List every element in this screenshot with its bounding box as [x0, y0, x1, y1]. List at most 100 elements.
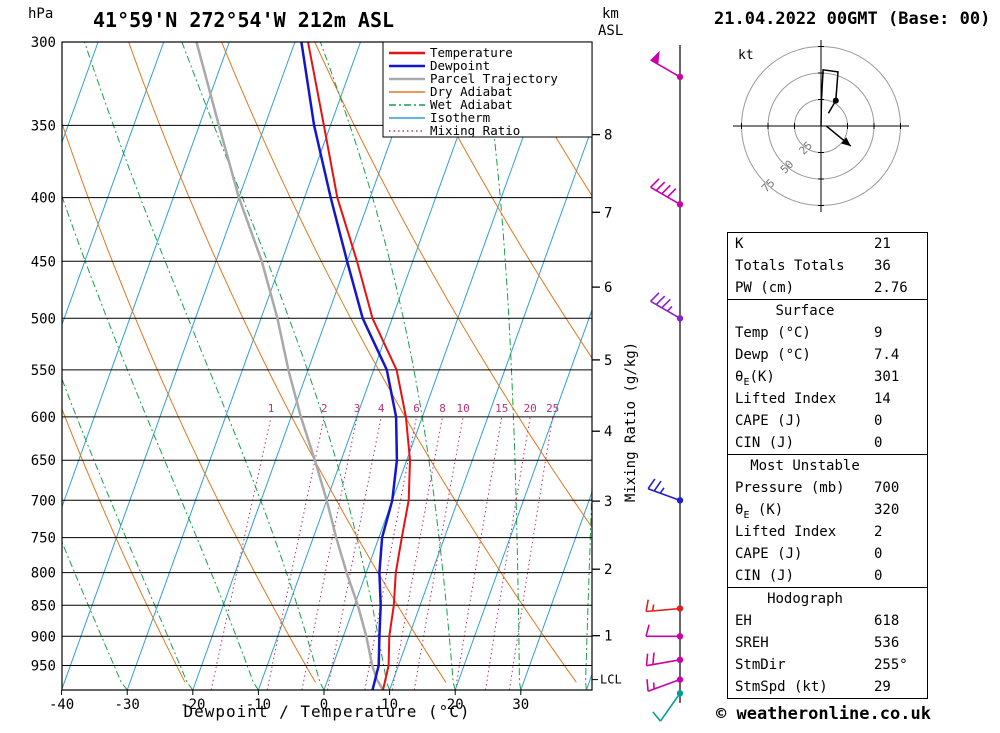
stat-row: K 21 — [728, 233, 927, 255]
stat-label: CAPE (J) — [735, 546, 803, 562]
svg-text:4: 4 — [604, 424, 612, 440]
stat-row: SREH 536 — [728, 632, 927, 654]
svg-text:6: 6 — [413, 402, 420, 415]
svg-text:20: 20 — [447, 697, 464, 713]
section-header: Hodograph — [767, 591, 843, 607]
svg-text:1: 1 — [268, 402, 275, 415]
section-header: Most Unstable — [750, 458, 860, 474]
dry-adiabats — [62, 42, 592, 683]
svg-text:350: 350 — [31, 118, 56, 134]
stat-row: Lifted Index 2 — [728, 521, 927, 543]
svg-text:650: 650 — [31, 453, 56, 469]
svg-text:0: 0 — [320, 697, 328, 713]
stat-label: Pressure (mb) — [735, 480, 845, 496]
svg-text:LCL: LCL — [600, 673, 622, 687]
stat-row: θE (K) 320 — [728, 499, 927, 521]
stat-label: CIN (J) — [735, 568, 795, 584]
section-header: Surface — [775, 303, 835, 319]
stat-value: 700 — [874, 480, 900, 496]
stat-value: 21 — [874, 236, 891, 252]
stat-row: θE(K) 301 — [728, 366, 927, 388]
svg-text:-10: -10 — [246, 697, 271, 713]
svg-text:750: 750 — [31, 531, 56, 547]
stat-row: Pressure (mb) 700 — [728, 477, 927, 499]
svg-text:6: 6 — [604, 280, 612, 296]
svg-text:Temperature: Temperature — [430, 45, 513, 60]
stat-row: Dewp (°C) 7.4 — [728, 344, 927, 366]
stats-section-hodograph: Hodograph EH 618 SREH 536 StmDir 255° StmSp… — [727, 587, 928, 699]
svg-text:8: 8 — [604, 128, 612, 144]
stat-value: 36 — [874, 258, 891, 274]
stat-row: EH 618 — [728, 610, 927, 632]
svg-text:25: 25 — [546, 402, 559, 415]
svg-text:Mixing Ratio: Mixing Ratio — [430, 123, 520, 138]
asl-label: ASL — [598, 23, 624, 39]
svg-text:-40: -40 — [49, 697, 74, 713]
stat-row: StmDir 255° — [728, 654, 927, 676]
stat-value: 0 — [874, 546, 883, 562]
stat-value: 0 — [874, 413, 883, 429]
stat-value: 9 — [874, 325, 883, 341]
stat-row: CIN (J) 0 — [728, 432, 927, 454]
stat-label: Dewp (°C) — [735, 347, 811, 363]
stat-label: K — [735, 236, 744, 252]
stat-row: CIN (J) 0 — [728, 565, 927, 587]
svg-text:950: 950 — [31, 659, 56, 675]
svg-text:8: 8 — [439, 402, 446, 415]
stat-value: 301 — [874, 369, 900, 385]
stat-value: 2.76 — [874, 280, 908, 296]
km-unit-label: km — [602, 6, 619, 22]
pressure-unit-label: hPa — [28, 6, 54, 22]
stat-row: Lifted Index 14 — [728, 388, 927, 410]
copyright: © weatheronline.co.uk — [716, 704, 931, 724]
plot-frame — [61, 41, 593, 691]
svg-text:30: 30 — [512, 697, 529, 713]
stat-value: 0 — [874, 568, 883, 584]
svg-text:700: 700 — [31, 493, 56, 509]
stats-panel: K 21 Totals Totals 36 PW (cm) 2.76 Surface … — [727, 232, 928, 699]
svg-text:2: 2 — [604, 562, 612, 578]
temperature-axis-label: Dewpoint / Temperature (°C) — [183, 702, 471, 721]
stat-value: 536 — [874, 635, 900, 651]
stat-value: 0 — [874, 435, 883, 451]
stats-section-indices: K 21 Totals Totals 36 PW (cm) 2.76 — [727, 232, 928, 300]
hodograph-unit-label: kt — [738, 48, 754, 63]
svg-text:600: 600 — [31, 410, 56, 426]
stat-label: Lifted Index — [735, 391, 837, 407]
stat-label: EH — [735, 613, 752, 629]
svg-text:10: 10 — [456, 402, 469, 415]
svg-text:Parcel Trajectory: Parcel Trajectory — [430, 71, 558, 86]
svg-text:Dry Adiabat: Dry Adiabat — [430, 84, 513, 99]
stat-row: CAPE (J) 0 — [728, 543, 927, 565]
stat-row: Temp (°C) 9 — [728, 322, 927, 344]
svg-text:-20: -20 — [180, 697, 205, 713]
svg-text:Dewpoint: Dewpoint — [430, 58, 490, 73]
profiles — [195, 42, 412, 690]
stat-label: SREH — [735, 635, 769, 651]
stat-label: StmDir — [735, 657, 786, 673]
stats-section-most-unstable: Most Unstable Pressure (mb) 700 θE (K) 320… — [727, 454, 928, 588]
mixing-ratio-labels: 1 2 3 4 6 8 10 15 20 25 — [268, 402, 560, 415]
stat-value: 255° — [874, 657, 908, 673]
km-axis: 8 7 6 5 4 3 2 1 LCL — [592, 128, 622, 687]
date-header: 21.04.2022 00GMT (Base: 00) — [714, 9, 991, 29]
isotherms — [62, 42, 592, 690]
svg-text:Wet Adiabat: Wet Adiabat — [430, 97, 513, 112]
stat-label: Temp (°C) — [735, 325, 811, 341]
svg-text:550: 550 — [31, 363, 56, 379]
stat-value: 320 — [874, 502, 900, 518]
svg-text:1: 1 — [604, 629, 612, 645]
svg-text:400: 400 — [31, 191, 56, 207]
stat-row: StmSpd (kt) 29 — [728, 676, 927, 698]
stat-value: 7.4 — [874, 347, 900, 363]
svg-text:20: 20 — [524, 402, 537, 415]
stat-label: θE (K) — [735, 502, 784, 521]
stat-value: 618 — [874, 613, 900, 629]
svg-text:5: 5 — [604, 353, 612, 369]
stat-label: Lifted Index — [735, 524, 837, 540]
stats-section-surface: Surface Temp (°C) 9 Dewp (°C) 7.4 θE(K) 301… — [727, 299, 928, 455]
stat-label: CIN (J) — [735, 435, 795, 451]
svg-text:-30: -30 — [115, 697, 140, 713]
